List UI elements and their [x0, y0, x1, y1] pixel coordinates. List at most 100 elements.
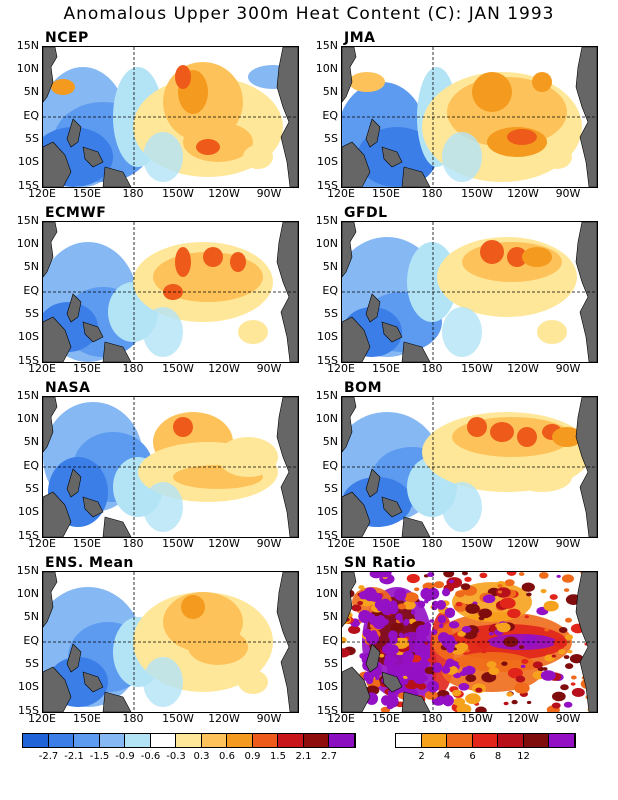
map-canvas-bom [342, 397, 597, 537]
map-panel-gfdl [341, 221, 598, 363]
colorbar-label: 2 [418, 751, 425, 762]
panel-title-bom: BOM [344, 380, 383, 396]
y-tick-label: 15N [315, 389, 338, 402]
map-panel-jma [341, 46, 598, 188]
panel-title-gfdl: GFDL [344, 205, 388, 221]
x-tick-label: 120E [327, 187, 355, 200]
y-tick-label: EQ [23, 109, 39, 122]
y-tick-label: 15N [16, 564, 39, 577]
y-tick-label: 15N [315, 564, 338, 577]
colorbar-label: -2.1 [64, 751, 84, 762]
x-tick-label: 150E [73, 537, 101, 550]
x-tick-label: 90W [555, 537, 581, 550]
x-tick-label: 180 [421, 362, 443, 375]
map-panel-nasa [42, 396, 299, 538]
x-tick-label: 120W [507, 712, 539, 725]
x-tick-label: 90W [555, 362, 581, 375]
x-tick-label: 180 [421, 537, 443, 550]
y-tick-label: 15S [317, 179, 338, 192]
colorbar-label: 6 [469, 751, 476, 762]
y-tick-label: 15S [317, 704, 338, 717]
map-canvas-ens-mean [43, 572, 298, 712]
y-tick-label: 5S [25, 307, 39, 320]
colorbar-swatch [421, 734, 447, 747]
panel-title-jma: JMA [344, 30, 376, 46]
x-tick-label: 150W [162, 537, 194, 550]
x-tick-label: 150E [372, 712, 400, 725]
map-panel-bom [341, 396, 598, 538]
map-canvas-gfdl [342, 222, 597, 362]
y-tick-label: 10N [16, 237, 39, 250]
y-tick-label: 15N [16, 389, 39, 402]
figure-title: Anomalous Upper 300m Heat Content (C): J… [63, 4, 555, 24]
colorbar-label: 2.1 [295, 751, 312, 762]
y-tick-label: EQ [23, 634, 39, 647]
colorbar-label: 12 [517, 751, 530, 762]
x-tick-label: 120E [28, 712, 56, 725]
colorbar-label: 1.5 [270, 751, 286, 762]
y-tick-label: 5N [322, 260, 338, 273]
y-tick-label: 10N [16, 62, 39, 75]
colorbar-swatch [498, 734, 524, 747]
colorbar-swatch [447, 734, 473, 747]
y-tick-label: 10N [16, 587, 39, 600]
y-tick-label: EQ [322, 284, 338, 297]
x-tick-label: 150W [461, 362, 493, 375]
colorbar-swatch [523, 734, 549, 747]
map-panel-sn-ratio [341, 571, 598, 713]
y-tick-label: EQ [322, 459, 338, 472]
colorbar-label: -0.6 [140, 751, 161, 762]
y-tick-label: EQ [322, 109, 338, 122]
x-tick-label: 150W [162, 712, 194, 725]
y-tick-label: 10S [18, 680, 39, 693]
colorbar-swatch [201, 734, 227, 747]
x-tick-label: 120E [28, 362, 56, 375]
y-tick-label: 10S [317, 155, 338, 168]
x-tick-label: 120W [208, 712, 240, 725]
x-tick-label: 120E [327, 712, 355, 725]
y-tick-label: 15S [317, 529, 338, 542]
x-tick-label: 150W [162, 187, 194, 200]
y-tick-label: 15S [18, 704, 39, 717]
y-tick-label: 15S [18, 179, 39, 192]
colorbar-swatch [472, 734, 498, 747]
x-tick-label: 150E [73, 187, 101, 200]
y-tick-label: 15S [18, 529, 39, 542]
colorbar-swatch [227, 734, 253, 747]
y-tick-label: 15S [317, 354, 338, 367]
x-tick-label: 180 [122, 187, 144, 200]
colorbar-label: 0.6 [219, 751, 235, 762]
x-tick-label: 120E [327, 537, 355, 550]
colorbar-swatch [252, 734, 278, 747]
y-tick-label: 5N [23, 260, 39, 273]
x-tick-label: 150E [73, 362, 101, 375]
y-tick-label: 5S [324, 132, 338, 145]
y-tick-label: 5S [324, 657, 338, 670]
panel-title-nasa: NASA [45, 380, 91, 396]
colorbar-label: 2.7 [321, 751, 337, 762]
map-canvas-sn-ratio [342, 572, 597, 712]
colorbar-swatch [278, 734, 304, 747]
x-tick-label: 90W [555, 187, 581, 200]
panel-title-ecmwf: ECMWF [45, 205, 107, 221]
y-tick-label: 15S [18, 354, 39, 367]
x-tick-label: 120E [28, 537, 56, 550]
y-tick-label: 5S [25, 482, 39, 495]
colorbar-label: -0.3 [166, 751, 186, 762]
x-tick-label: 180 [122, 537, 144, 550]
y-tick-label: 10S [317, 330, 338, 343]
colorbar-label: 0.3 [193, 751, 210, 762]
x-tick-label: 90W [256, 187, 282, 200]
y-tick-label: EQ [23, 284, 39, 297]
y-tick-label: EQ [23, 459, 39, 472]
y-tick-label: 5S [25, 132, 39, 145]
x-tick-label: 120E [327, 362, 355, 375]
x-tick-label: 150E [372, 537, 400, 550]
y-tick-label: 10N [315, 412, 338, 425]
x-tick-label: 180 [421, 712, 443, 725]
y-tick-label: 10S [18, 155, 39, 168]
map-panel-ecmwf [42, 221, 299, 363]
y-tick-label: 5N [23, 435, 39, 448]
y-tick-label: 5S [324, 307, 338, 320]
map-canvas-jma [342, 47, 597, 187]
